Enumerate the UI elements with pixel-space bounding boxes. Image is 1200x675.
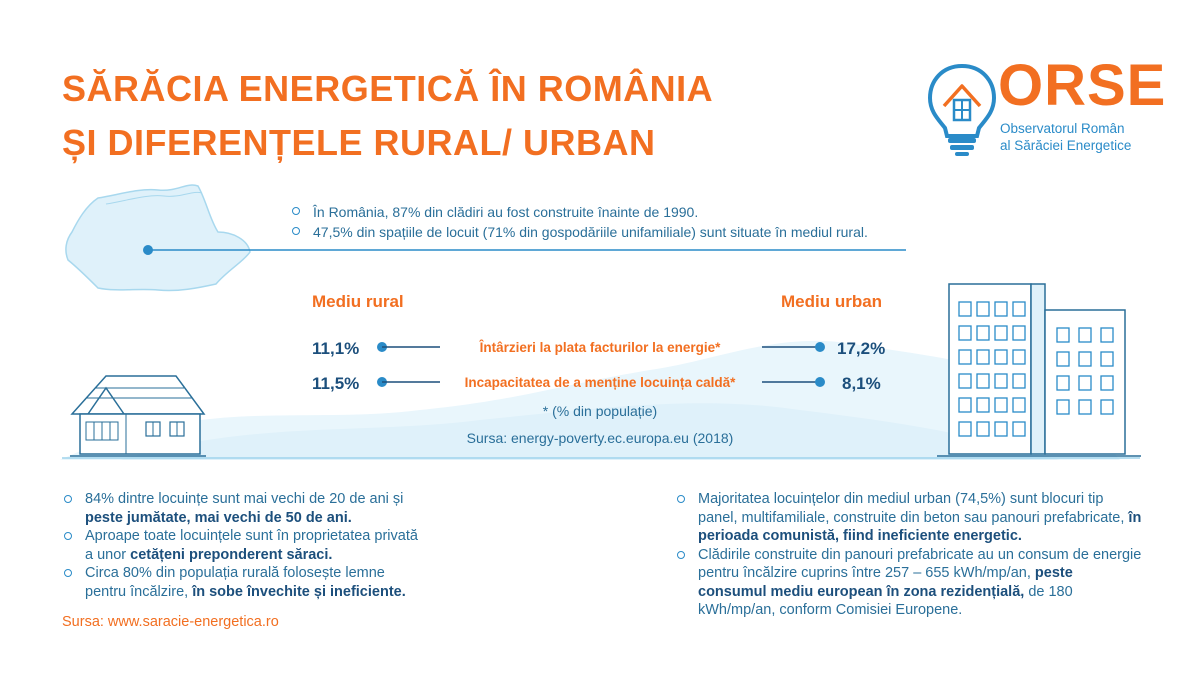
rural-house-icon <box>70 375 206 457</box>
comparison-source: Sursa: energy-poverty.ec.europa.eu (2018… <box>466 430 734 446</box>
intro-bullets: În România, 87% din clădiri au fost cons… <box>290 202 930 242</box>
apartment-blocks-icon <box>937 283 1141 457</box>
urban-connector-row-1 <box>762 342 825 352</box>
urban-label: Mediu urban <box>781 292 883 311</box>
logo-subtitle-line-2: al Sărăciei Energetice <box>1000 138 1132 153</box>
rural-connector-row-2 <box>377 377 440 387</box>
urban-connector-row-2 <box>762 377 825 387</box>
logo-subtitle: Observatorul Român al Sărăciei Energetic… <box>1000 120 1131 154</box>
logo-wordmark: ORSE <box>998 53 1167 118</box>
rural-label: Mediu rural <box>312 292 404 311</box>
logo-subtitle-line-1: Observatorul Român <box>1000 121 1125 136</box>
intro-bullet-2: 47,5% din spațiile de locuit (71% din go… <box>290 222 930 242</box>
comparison-label-row-1: Întârzieri la plata facturilor la energi… <box>479 340 721 355</box>
urban-fact-1: Majoritatea locuințelor din mediul urban… <box>675 490 1145 546</box>
comparison-footnote: * (% din populație) <box>542 403 658 419</box>
urban-value-row-1: 17,2% <box>837 339 886 358</box>
rural-fact-3: Circa 80% din populația rurală folosește… <box>62 564 422 601</box>
rural-source: Sursa: www.saracie-energetica.ro <box>62 614 279 630</box>
lightbulb-house-icon <box>927 63 997 156</box>
urban-fact-2: Clădirile construite din panouri prefabr… <box>675 546 1145 620</box>
comparison-label-row-2: Incapacitatea de a menține locuința cald… <box>464 375 736 390</box>
map-connector-line <box>143 245 906 255</box>
background-hills <box>60 340 1140 460</box>
rural-value-row-1: 11,1% <box>312 339 360 358</box>
romania-map-icon <box>65 184 251 292</box>
title-line-2: ȘI DIFERENȚELE RURAL/ URBAN <box>62 122 656 163</box>
intro-bullet-1: În România, 87% din clădiri au fost cons… <box>290 202 930 222</box>
page-title: SĂRĂCIA ENERGETICĂ ÎN ROMÂNIA ȘI DIFEREN… <box>62 62 782 170</box>
title-line-1: SĂRĂCIA ENERGETICĂ ÎN ROMÂNIA <box>62 68 714 109</box>
rural-facts: 84% dintre locuințe sunt mai vechi de 20… <box>62 490 422 601</box>
rural-value-row-2: 11,5% <box>312 374 360 393</box>
rural-fact-2: Aproape toate locuințele sunt în proprie… <box>62 527 422 564</box>
rural-fact-1: 84% dintre locuințe sunt mai vechi de 20… <box>62 490 422 527</box>
urban-value-row-2: 8,1% <box>842 374 881 393</box>
orse-logo: ORSE Observatorul Român al Sărăciei Ener… <box>926 56 1165 162</box>
rural-connector-row-1 <box>377 342 440 352</box>
urban-facts: Majoritatea locuințelor din mediul urban… <box>675 490 1145 620</box>
